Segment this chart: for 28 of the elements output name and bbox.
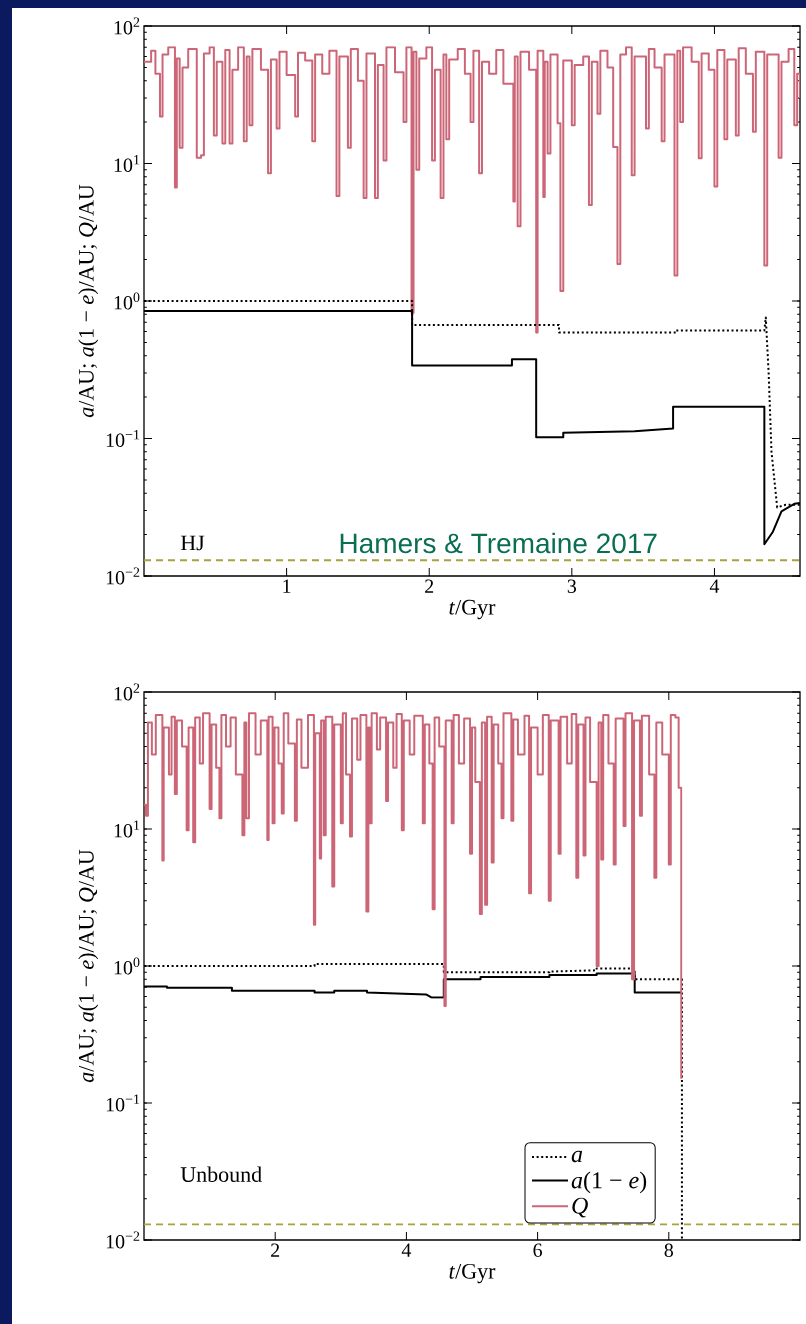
y-tick-label: 10$^{−1}$	[106, 1094, 140, 1112]
y-tick-label: 10$^{1}$	[114, 155, 140, 172]
y-tick-label: 10$^{2}$	[114, 683, 140, 701]
x-tick-label: 1	[283, 579, 291, 593]
x-tick-label: 3	[567, 579, 577, 593]
x-tick-label: 2	[425, 579, 434, 593]
x-tick-label: 8	[664, 1243, 674, 1258]
legend-label: a(1 − e)	[571, 1171, 647, 1194]
x-tick-label: 4	[401, 1243, 412, 1257]
x-tick-label: 4	[709, 579, 720, 593]
y-axis-title: a/AU; a(1 − e)/AU; Q/AU	[78, 849, 99, 1083]
y-tick-label: 10$^{−1}$	[106, 430, 140, 447]
x-tick-label: 2	[271, 1243, 280, 1257]
y-tick-label: 10$^{0}$	[114, 957, 140, 975]
legend-label: a	[571, 1150, 583, 1163]
legend-label: Q	[572, 1197, 588, 1218]
y-tick-label: 10$^{0}$	[114, 292, 140, 310]
x-axis-title: t/Gyr	[449, 1263, 496, 1284]
y-tick-label: 10$^{2}$	[114, 17, 140, 35]
y-tick-label: 10$^{−2}$	[106, 567, 140, 585]
y-tick-label: 10$^{−2}$	[106, 1231, 140, 1249]
y-tick-label: 10$^{1}$	[114, 820, 140, 838]
x-axis-title: t/Gyr	[449, 599, 496, 620]
annotation: HJ	[180, 535, 205, 551]
y-axis-title: a/AU; a(1 − e)/AU; Q/AU	[78, 184, 99, 418]
annotation: Hamers & Tremaine 2017	[340, 532, 657, 554]
x-tick-label: 6	[533, 1243, 543, 1257]
annotation: Unbound	[180, 1166, 262, 1182]
